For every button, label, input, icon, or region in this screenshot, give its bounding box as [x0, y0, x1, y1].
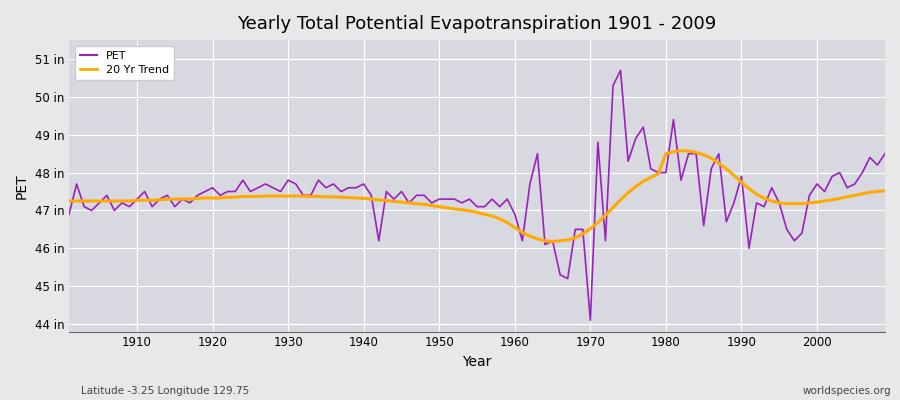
- Title: Yearly Total Potential Evapotranspiration 1901 - 2009: Yearly Total Potential Evapotranspiratio…: [238, 15, 716, 33]
- Legend: PET, 20 Yr Trend: PET, 20 Yr Trend: [75, 46, 175, 80]
- Text: worldspecies.org: worldspecies.org: [803, 386, 891, 396]
- Y-axis label: PET: PET: [15, 173, 29, 199]
- Text: Latitude -3.25 Longitude 129.75: Latitude -3.25 Longitude 129.75: [81, 386, 249, 396]
- X-axis label: Year: Year: [463, 355, 491, 369]
